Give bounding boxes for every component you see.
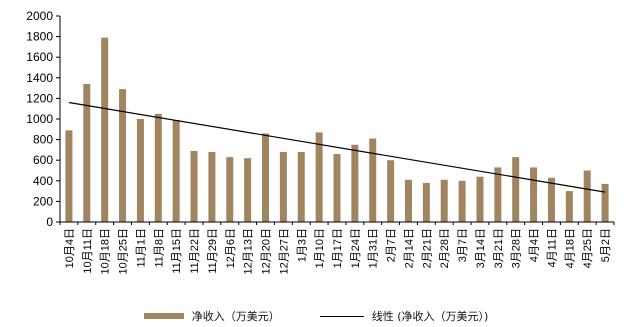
bar bbox=[136, 119, 144, 222]
x-tick-label: 4月18日 bbox=[564, 228, 576, 268]
x-tick-label: 11月1日 bbox=[135, 228, 147, 268]
bar bbox=[297, 151, 305, 222]
x-tick-label: 12月6日 bbox=[225, 228, 237, 268]
y-tick-label: 1000 bbox=[26, 112, 53, 126]
y-tick-label: 200 bbox=[33, 194, 53, 208]
bar bbox=[512, 157, 520, 222]
x-tick-label: 12月13日 bbox=[243, 228, 255, 274]
bar-chart: 0 200 400 600 800 1000 1200 1400 1600 1800 2000 10… bbox=[26, 9, 615, 274]
x-tick-label: 5月2日 bbox=[600, 228, 612, 262]
trendline-path bbox=[68, 101, 606, 193]
x-tick-label: 1月24日 bbox=[350, 228, 362, 268]
x-tick-label: 11月8日 bbox=[153, 228, 165, 268]
y-tick-label: 1400 bbox=[26, 71, 53, 85]
x-tick-label: 2月21日 bbox=[421, 228, 433, 268]
legend-label-trendline: 线性 (净收入（万美元）) bbox=[371, 310, 489, 323]
x-tick-label: 1月3日 bbox=[296, 228, 308, 262]
trendline bbox=[68, 101, 606, 193]
x-tick-label: 3月7日 bbox=[457, 228, 469, 262]
x-tick-label: 1月10日 bbox=[314, 228, 326, 268]
bar bbox=[154, 113, 162, 222]
bar bbox=[601, 183, 609, 222]
y-tick-label: 1800 bbox=[26, 30, 53, 44]
bar bbox=[404, 179, 412, 222]
bar bbox=[244, 158, 252, 222]
bar bbox=[458, 180, 466, 222]
y-tick-label: 2000 bbox=[26, 9, 53, 23]
x-tick-label: 10月25日 bbox=[118, 228, 130, 274]
bar bbox=[369, 138, 377, 222]
bar bbox=[262, 133, 270, 222]
bar bbox=[65, 130, 73, 222]
legend: 净收入（万美元） 线性 (净收入（万美元）) bbox=[0, 308, 632, 324]
bar bbox=[351, 144, 359, 222]
legend-swatch-bar bbox=[143, 313, 184, 319]
x-tick-label: 4月4日 bbox=[529, 228, 541, 262]
y-tick-label: 1600 bbox=[26, 50, 53, 64]
bar bbox=[279, 151, 287, 222]
bar bbox=[583, 170, 591, 222]
bar bbox=[494, 167, 502, 222]
y-tick-label: 1200 bbox=[26, 91, 53, 105]
x-tick-label: 1月31日 bbox=[368, 228, 380, 268]
legend-label-net-income: 净收入（万美元） bbox=[191, 310, 280, 323]
bar bbox=[530, 167, 538, 222]
x-tick-label: 4月25日 bbox=[582, 228, 594, 268]
y-axis: 0 200 400 600 800 1000 1200 1400 1600 1800 2000 bbox=[26, 9, 61, 229]
y-tick-label: 0 bbox=[46, 215, 53, 229]
legend-item-trendline: 线性 (净收入（万美元）) bbox=[319, 308, 489, 324]
bar bbox=[190, 150, 198, 222]
bar bbox=[476, 176, 484, 222]
bar bbox=[83, 83, 91, 222]
bar bbox=[387, 160, 395, 222]
x-tick-label: 3月28日 bbox=[511, 228, 523, 268]
legend-swatch-line bbox=[319, 315, 364, 317]
bar bbox=[101, 37, 109, 222]
bar bbox=[565, 191, 573, 222]
bar bbox=[172, 120, 180, 222]
bar bbox=[315, 132, 323, 222]
bar bbox=[333, 154, 341, 222]
bar bbox=[208, 151, 216, 222]
x-tick-label: 10月18日 bbox=[100, 228, 112, 274]
y-tick-label: 400 bbox=[33, 174, 53, 188]
x-tick-label: 2月28日 bbox=[439, 228, 451, 268]
bar bbox=[547, 177, 555, 222]
x-tick-label: 3月21日 bbox=[493, 228, 505, 268]
bar bbox=[119, 89, 127, 222]
x-tick-label: 2月14日 bbox=[403, 228, 415, 268]
bar bbox=[422, 182, 430, 222]
x-tick-label: 12月20日 bbox=[261, 228, 273, 274]
x-tick-label: 3月14日 bbox=[475, 228, 487, 268]
bars bbox=[65, 37, 609, 222]
x-tick-label: 11月22日 bbox=[189, 228, 201, 274]
x-axis: 10月4日 10月11日 10月18日 10月25日 11月1日 11月8日 11月15日 1… bbox=[59, 221, 615, 274]
x-tick-label: 11月29日 bbox=[207, 228, 219, 274]
bar bbox=[440, 179, 448, 222]
x-tick-label: 12月27日 bbox=[278, 228, 290, 274]
legend-item-net-income: 净收入（万美元） bbox=[143, 308, 280, 324]
x-tick-label: 2月7日 bbox=[386, 228, 398, 262]
x-tick-label: 4月11日 bbox=[546, 228, 558, 268]
x-tick-label: 10月4日 bbox=[64, 228, 76, 268]
x-tick-label: 11月15日 bbox=[171, 228, 183, 274]
y-tick-label: 800 bbox=[33, 133, 53, 147]
x-tick-label: 10月11日 bbox=[82, 228, 94, 274]
x-tick-label: 1月17日 bbox=[332, 228, 344, 268]
bar bbox=[226, 157, 234, 222]
y-tick-label: 600 bbox=[33, 153, 53, 167]
